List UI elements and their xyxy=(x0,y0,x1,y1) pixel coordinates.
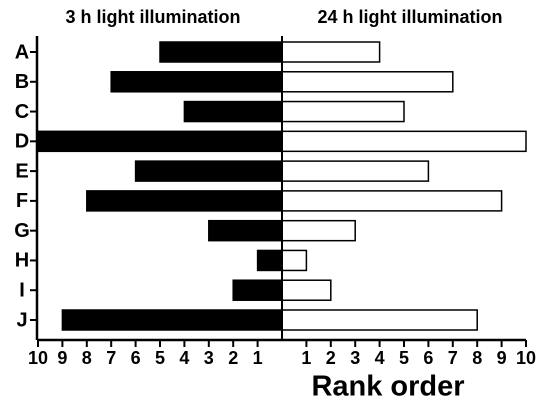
panel-title: 3 h light illumination xyxy=(66,7,241,27)
x-tick-label: 2 xyxy=(326,348,336,368)
y-tick-label: C xyxy=(15,101,29,123)
x-tick-label: 2 xyxy=(228,348,238,368)
bar xyxy=(281,71,454,93)
x-tick-label: 3 xyxy=(350,348,360,368)
y-tick-label: A xyxy=(15,41,29,63)
y-tick-label: F xyxy=(16,190,28,212)
x-tick-label: 7 xyxy=(448,348,458,368)
x-tick-label: 9 xyxy=(497,348,507,368)
bar xyxy=(208,219,283,242)
x-tick-label: 3 xyxy=(204,348,214,368)
y-tick-label: E xyxy=(15,160,28,182)
bar xyxy=(110,71,283,93)
y-tick-label: H xyxy=(15,250,29,272)
bar xyxy=(281,279,332,301)
y-tick-label: I xyxy=(19,280,25,302)
bar xyxy=(183,100,283,123)
bar xyxy=(61,309,283,331)
x-tick-label: 1 xyxy=(301,348,311,368)
bar xyxy=(281,41,381,63)
bar xyxy=(159,41,283,63)
x-tick-label: 6 xyxy=(131,348,141,368)
bar xyxy=(256,249,283,272)
bar xyxy=(86,190,283,212)
x-axis-title: Rank order xyxy=(311,371,464,403)
x-tick-label: 1 xyxy=(253,348,263,368)
bar xyxy=(281,309,478,331)
panel-title: 24 h light illumination xyxy=(317,7,502,27)
x-tick-label: 10 xyxy=(28,348,48,368)
y-tick-label: J xyxy=(16,309,27,331)
bar xyxy=(281,100,405,123)
x-tick-label: 9 xyxy=(57,348,67,368)
x-tick-label: 4 xyxy=(179,348,189,368)
x-tick-label: 4 xyxy=(375,348,385,368)
bar xyxy=(281,160,430,182)
bar xyxy=(232,279,283,301)
y-tick-label: G xyxy=(14,220,30,242)
bar xyxy=(281,219,356,242)
bar xyxy=(281,190,503,212)
bar xyxy=(281,249,308,272)
x-tick-label: 8 xyxy=(82,348,92,368)
x-tick-label: 6 xyxy=(423,348,433,368)
x-tick-label: 8 xyxy=(472,348,482,368)
x-tick-label: 5 xyxy=(155,348,165,368)
bar xyxy=(134,160,283,182)
y-tick-label: D xyxy=(15,131,29,153)
y-tick-label: B xyxy=(15,71,29,93)
bar xyxy=(37,130,283,153)
x-tick-label: 7 xyxy=(106,348,116,368)
x-tick-label: 10 xyxy=(516,348,536,368)
x-tick-label: 5 xyxy=(399,348,409,368)
bar xyxy=(281,130,527,153)
